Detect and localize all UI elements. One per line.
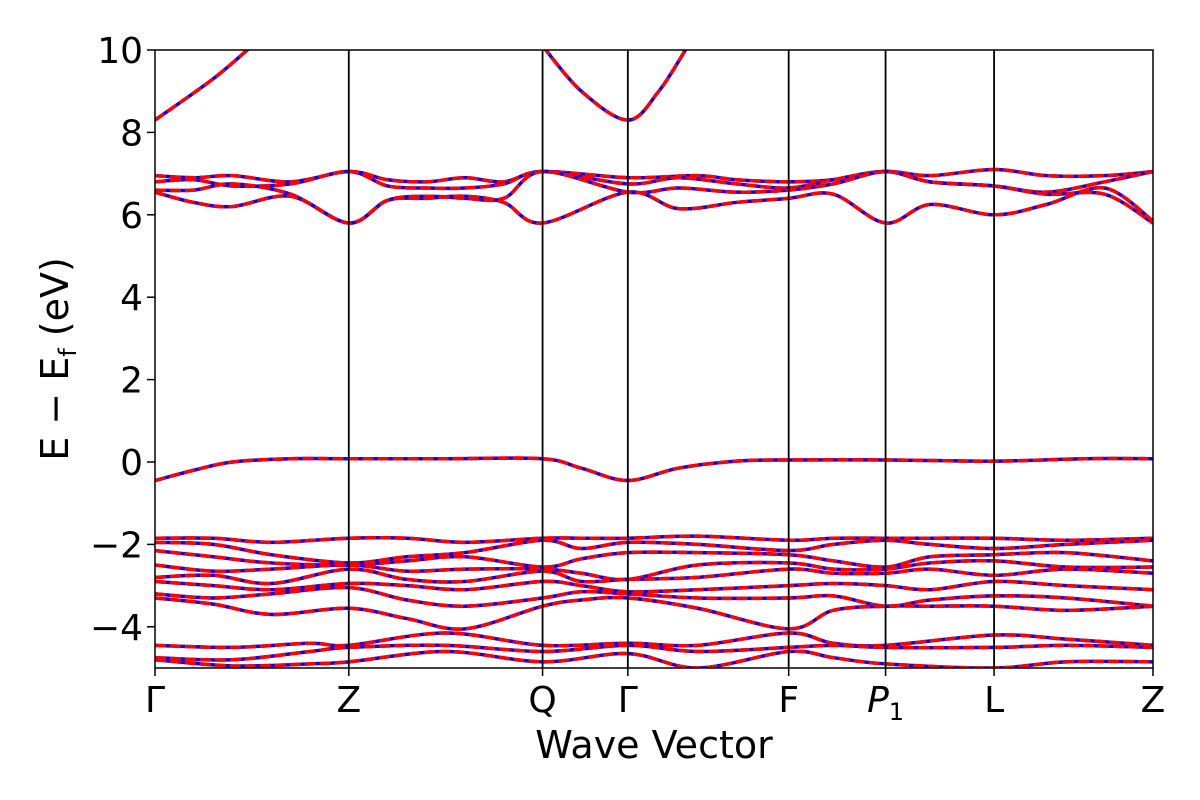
y-tick-label: −2 xyxy=(90,525,143,566)
y-tick-label: 4 xyxy=(120,278,143,319)
x-tick-label: Z xyxy=(1141,680,1166,721)
y-tick-label: 6 xyxy=(120,196,143,237)
y-tick-label: 10 xyxy=(97,31,143,72)
x-axis-label: Wave Vector xyxy=(535,723,773,767)
kpath-separators xyxy=(347,50,995,668)
band-line-spin-up xyxy=(155,534,1153,545)
y-tick-label: −4 xyxy=(90,608,143,649)
x-tick-label: Q xyxy=(528,680,556,721)
x-tick-label: Γ xyxy=(618,680,638,721)
band-line-spin-up xyxy=(155,595,1153,631)
y-axis-label: E − Ef (eV) xyxy=(33,257,82,461)
band-line-spin-down xyxy=(155,631,1153,650)
band-line-spin-up xyxy=(155,50,250,122)
bands-layer xyxy=(155,50,1153,668)
x-tick-label: F xyxy=(778,680,799,721)
y-axis-label-subscript: f xyxy=(54,348,82,357)
y-tick-label: 0 xyxy=(120,443,143,484)
band-line-spin-up xyxy=(155,548,1153,569)
band-line-spin-up xyxy=(155,567,1153,586)
y-axis-ticks: −4 −2 0 2 4 6 8 10 xyxy=(90,31,155,649)
x-tick-label: L xyxy=(984,680,1004,721)
x-tick-label: Z xyxy=(336,680,361,721)
y-axis-label-main: E − E xyxy=(33,357,77,461)
x-axis-ticks: Γ Z Q Γ F P1 L Z xyxy=(145,668,1165,726)
band-line-spin-down xyxy=(155,643,1153,662)
band-line-spin-up xyxy=(155,585,1153,608)
band-line-spin-up xyxy=(155,538,1153,565)
band-line-spin-up xyxy=(155,649,1153,668)
band-line-spin-up xyxy=(155,579,1153,594)
band-line-spin-up xyxy=(543,50,688,122)
y-tick-label: 8 xyxy=(120,113,143,154)
y-tick-label: 2 xyxy=(120,361,143,402)
y-axis-label-unit: (eV) xyxy=(33,257,77,348)
x-tick-label: Γ xyxy=(145,680,165,721)
x-tick-label: P1 xyxy=(867,680,904,726)
plot-frame xyxy=(154,49,1154,669)
band-line-spin-up xyxy=(155,456,1153,483)
